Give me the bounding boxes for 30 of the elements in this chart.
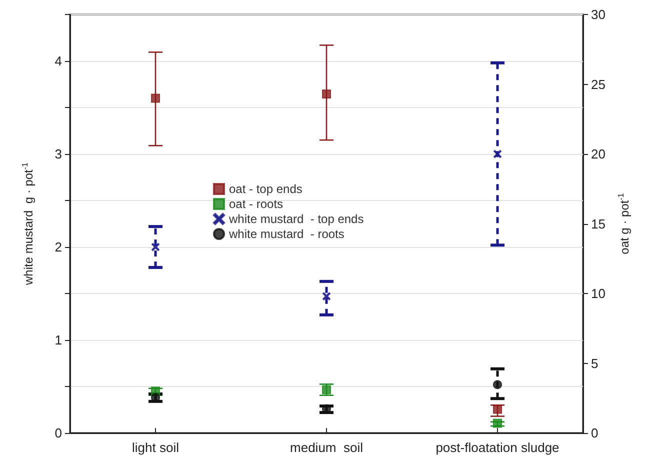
x-tick-label: medium soil [290, 440, 364, 455]
y2-tick-label: 0 [591, 426, 598, 440]
point [151, 94, 160, 103]
point [494, 150, 502, 158]
y2-axis-title: oat g · pot-1 [616, 192, 632, 254]
y-tick-label: 0 [54, 426, 62, 440]
y2-tick-label: 15 [591, 216, 606, 232]
y-tick-label: 3 [54, 146, 62, 162]
point [493, 404, 502, 414]
point [152, 243, 160, 251]
y2-tick-label: 5 [591, 356, 598, 371]
x-tick-label: post-floatation sludge [436, 440, 560, 455]
y-axis-title: white mustard g · pot-1 [20, 162, 36, 286]
y2-tick-label: 25 [591, 76, 606, 92]
point [322, 90, 331, 99]
y2-tick-label: 20 [591, 146, 606, 162]
legend-label: oat - top ends [229, 182, 302, 196]
legend-label: white mustard - top ends [228, 212, 364, 226]
y-tick-label: 1 [54, 332, 62, 348]
legend-label: oat - roots [229, 197, 284, 211]
y-tick-label: 2 [54, 240, 62, 254]
legend-label: white mustard - roots [228, 227, 344, 241]
point [322, 292, 330, 300]
point [322, 385, 331, 394]
point [493, 380, 502, 390]
y-tick-label: 4 [54, 54, 62, 68]
y2-tick-label: 30 [591, 7, 606, 22]
x-tick-label: light soil [132, 440, 180, 455]
point [493, 418, 502, 428]
y2-tick-label: 10 [591, 286, 606, 301]
